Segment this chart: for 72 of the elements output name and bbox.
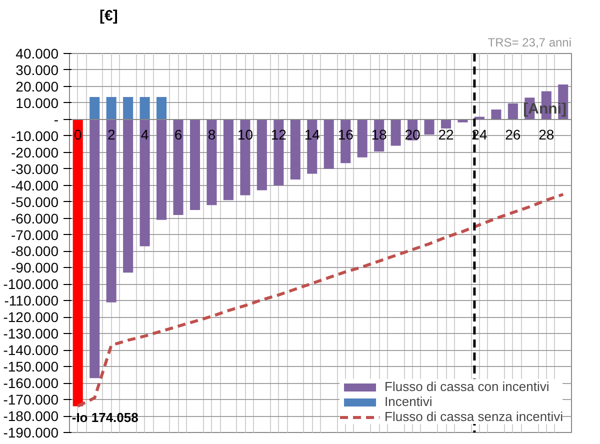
x-tick-label: 20 — [404, 126, 421, 142]
bar — [123, 97, 134, 120]
y-tick-label: -80.000 — [11, 243, 59, 260]
bar — [123, 119, 134, 273]
y-tick-label: -20.000 — [11, 144, 59, 160]
bar — [106, 97, 116, 120]
bar — [307, 119, 318, 174]
legend-label: Flusso di cassa senza incentivi — [384, 409, 563, 424]
x-tick-label: 22 — [438, 126, 454, 142]
bar — [206, 119, 217, 206]
bar — [357, 119, 368, 158]
legend-label: Incentivi — [384, 394, 432, 409]
y-tick-label: 40.000 — [16, 46, 59, 62]
x-tick-label: 10 — [237, 126, 254, 142]
bar — [90, 119, 100, 378]
bar — [491, 110, 502, 120]
y-tick-label: -90.000 — [11, 260, 59, 276]
y-tick-label: -150.000 — [3, 358, 59, 375]
y-tick-label: -140.000 — [3, 342, 59, 358]
bar — [90, 97, 100, 120]
x-tick-label: 4 — [140, 126, 149, 142]
bar — [240, 119, 250, 196]
x-tick-label: 28 — [538, 126, 554, 142]
x-tick-label: 8 — [208, 126, 216, 142]
y-tick-label: -190.000 — [3, 424, 59, 440]
y-tick-label: 30.000 — [16, 62, 59, 78]
line-series — [76, 192, 565, 408]
y-tick-label: -30.000 — [11, 160, 59, 177]
bar — [173, 119, 184, 215]
y-tick-label: -100.000 — [3, 276, 59, 292]
y-tick-label: 10.000 — [16, 94, 59, 111]
y-tick-label: -40.000 — [11, 177, 59, 194]
y-tick-label: -60.000 — [11, 210, 59, 226]
bar — [156, 97, 167, 120]
bar — [223, 119, 234, 200]
bar — [140, 119, 150, 246]
ref-line-label: TRS= 23,7 anni — [488, 36, 572, 50]
y-tick-label: 20.000 — [16, 78, 59, 94]
y-tick-label: -70.000 — [11, 226, 59, 243]
x-tick-label: 14 — [304, 126, 320, 142]
bar — [440, 119, 452, 128]
bar — [290, 119, 300, 180]
bar — [140, 97, 150, 120]
y-tick-label: -50.000 — [11, 194, 59, 210]
legend-label: Flusso di cassa con incentivi — [384, 379, 550, 394]
x-tick-label: 26 — [505, 126, 521, 142]
x-tick-label: 18 — [371, 126, 388, 142]
bar — [106, 119, 116, 302]
y-axis-title: [€] — [100, 8, 118, 24]
x-tick-label: 2 — [107, 126, 116, 142]
y-tick-label: -10.000 — [11, 128, 59, 144]
bar — [324, 119, 334, 169]
x-tick-label: 12 — [270, 126, 287, 142]
bar — [156, 119, 167, 220]
bar — [424, 119, 434, 135]
bar — [256, 119, 267, 190]
y-tick-label: -160.000 — [3, 375, 59, 392]
x-tick-label: 16 — [338, 126, 354, 142]
bar — [190, 119, 200, 210]
y-tick-label: - — [54, 111, 59, 128]
bar — [390, 119, 401, 146]
bar — [72, 119, 83, 406]
y-tick-label: -110.000 — [4, 292, 59, 309]
x-tick-label: 6 — [174, 126, 182, 142]
y-tick-label: -180.000 — [3, 408, 59, 424]
y-tick-label: -170.000 — [3, 392, 59, 408]
bar — [508, 103, 518, 120]
annotation: -Io 174.058 — [72, 410, 138, 426]
bar — [274, 119, 284, 186]
y-tick-label: -120.000 — [3, 309, 59, 326]
y-tick-label: -130.000 — [3, 326, 59, 342]
x-tick-label: 0 — [74, 126, 82, 142]
